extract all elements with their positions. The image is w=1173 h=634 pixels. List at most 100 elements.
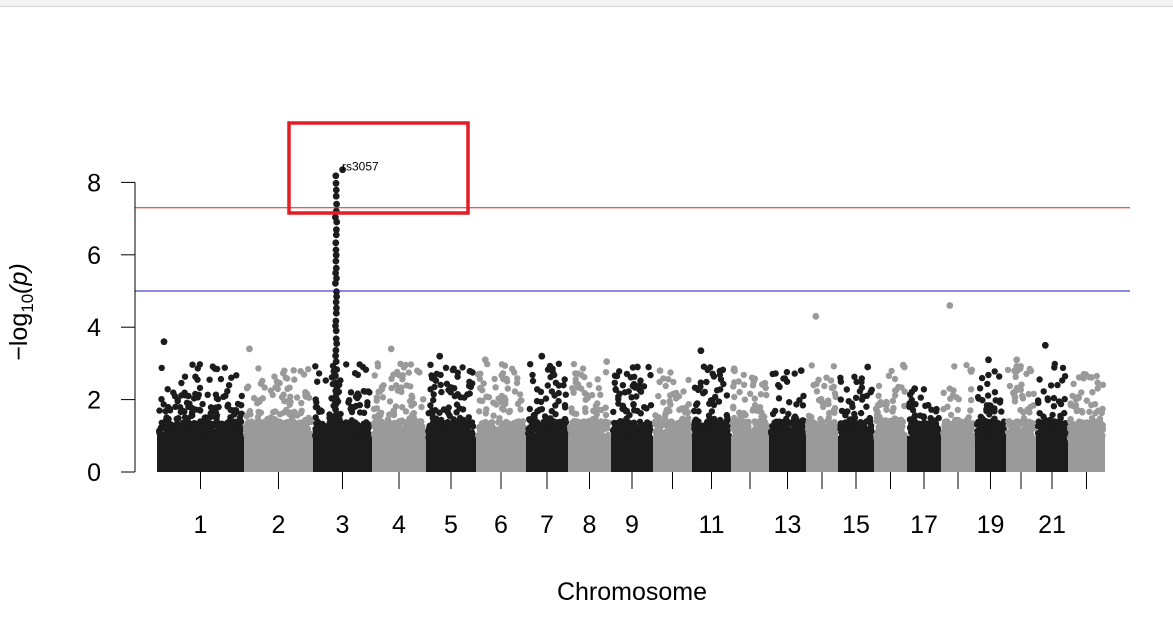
snp-point xyxy=(190,406,197,413)
snp-point xyxy=(872,405,880,412)
snp-point xyxy=(703,378,710,386)
snp-point xyxy=(1010,427,1017,434)
snp-point xyxy=(865,435,872,443)
snp-point xyxy=(221,428,229,436)
snp-point xyxy=(405,418,412,425)
x-tick-label: 4 xyxy=(392,511,406,539)
snp-point xyxy=(709,370,716,377)
snp-point xyxy=(984,426,991,433)
snp-point xyxy=(724,414,731,421)
snp-point xyxy=(947,395,954,402)
snp-point xyxy=(462,420,469,427)
snp-point xyxy=(1019,392,1026,400)
snp-point xyxy=(857,430,864,437)
snp-point xyxy=(940,405,947,413)
snp-point xyxy=(978,374,986,382)
snp-point xyxy=(740,371,747,379)
snp-point xyxy=(716,367,723,375)
snp-point xyxy=(459,364,466,371)
snp-point xyxy=(857,409,865,417)
snp-point xyxy=(603,435,610,443)
snp-point xyxy=(1035,399,1042,406)
snp-point xyxy=(333,293,340,300)
y-tick-label: 4 xyxy=(87,314,101,342)
chromosome-20-points xyxy=(1004,356,1038,472)
snp-point xyxy=(544,382,551,389)
snp-point xyxy=(1076,418,1083,425)
snp-point xyxy=(458,436,465,443)
snp-point xyxy=(1010,390,1017,397)
snp-point xyxy=(387,421,395,429)
snp-point xyxy=(691,422,698,429)
snp-point xyxy=(271,373,278,380)
snp-point xyxy=(332,298,340,306)
snp-point xyxy=(878,401,886,408)
snp-point xyxy=(828,384,835,392)
snp-point xyxy=(665,426,672,434)
chromosome-5-band xyxy=(426,435,476,472)
snp-label: rs3057 xyxy=(342,160,379,174)
snp-point xyxy=(968,368,975,375)
snp-point xyxy=(1005,418,1012,425)
y-tick-label: 6 xyxy=(87,242,101,270)
chromosome-3-points xyxy=(312,166,373,472)
snp-point xyxy=(667,369,674,376)
snp-point xyxy=(576,427,583,434)
snp-point xyxy=(1040,388,1047,395)
snp-point xyxy=(760,429,767,436)
snp-point xyxy=(429,425,436,433)
snp-point xyxy=(589,391,596,399)
snp-point xyxy=(255,365,262,372)
snp-point xyxy=(284,385,291,392)
chromosome-11-top-snp xyxy=(697,347,705,355)
snp-point xyxy=(991,389,999,396)
snp-point xyxy=(386,411,393,418)
snp-point xyxy=(213,395,221,402)
snp-point xyxy=(772,370,779,377)
snp-point xyxy=(578,432,586,439)
snp-point xyxy=(583,391,591,399)
snp-point xyxy=(626,411,633,419)
snp-point xyxy=(1012,368,1019,375)
snp-point xyxy=(863,403,870,410)
snp-point xyxy=(370,420,378,427)
snp-point xyxy=(220,393,227,400)
snp-point xyxy=(279,370,287,377)
snp-point xyxy=(496,418,503,426)
snp-point xyxy=(1051,418,1058,425)
snp-point xyxy=(297,434,304,442)
snp-point xyxy=(461,394,468,401)
x-tick-label: 9 xyxy=(625,511,639,539)
snp-point xyxy=(602,369,610,376)
snp-point xyxy=(341,435,349,443)
snp-point xyxy=(708,422,715,429)
chromosome-9-top-snp xyxy=(634,363,641,371)
snp-point xyxy=(212,422,219,429)
chromosome-6-band xyxy=(476,435,526,472)
snp-point xyxy=(620,418,627,425)
snp-point xyxy=(747,434,754,442)
snp-point xyxy=(427,402,434,409)
chromosome-4-band xyxy=(372,435,426,472)
snp-point xyxy=(665,376,672,383)
chromosome-16-points xyxy=(872,361,908,472)
snp-point xyxy=(876,413,883,421)
snp-point xyxy=(333,274,340,282)
snp-point xyxy=(831,419,838,426)
snp-point xyxy=(763,391,770,399)
snp-point xyxy=(514,375,521,382)
snp-point xyxy=(708,408,716,415)
snp-point xyxy=(741,431,748,438)
snp-point xyxy=(815,376,822,383)
snp-point xyxy=(702,430,709,437)
snp-point xyxy=(1067,418,1074,425)
snp-point xyxy=(643,434,650,442)
snp-point xyxy=(514,431,521,438)
snp-point xyxy=(488,429,495,437)
snp-point xyxy=(1020,409,1027,416)
snp-point xyxy=(877,424,884,432)
snp-point xyxy=(736,388,743,396)
snp-point xyxy=(631,384,639,391)
snp-point xyxy=(483,393,490,400)
snp-point xyxy=(1047,382,1055,389)
